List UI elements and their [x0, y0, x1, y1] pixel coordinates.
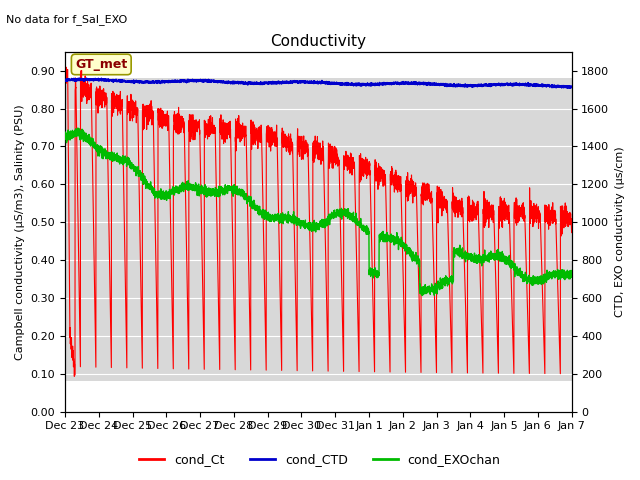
Legend: cond_Ct, cond_CTD, cond_EXOchan: cond_Ct, cond_CTD, cond_EXOchan [134, 448, 506, 471]
Text: No data for f_Sal_EXO: No data for f_Sal_EXO [6, 14, 127, 25]
Title: Conductivity: Conductivity [270, 34, 366, 49]
Y-axis label: Campbell conductivity (µS/m3), Salinity (PSU): Campbell conductivity (µS/m3), Salinity … [15, 104, 25, 360]
Bar [65, 78, 572, 382]
Y-axis label: CTD, EXO conductivity (µs/cm): CTD, EXO conductivity (µs/cm) [615, 146, 625, 317]
Text: GT_met: GT_met [75, 58, 127, 71]
